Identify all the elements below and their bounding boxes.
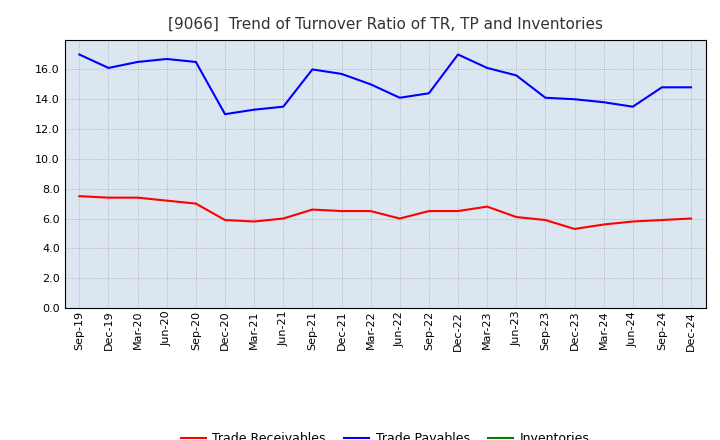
Trade Receivables <box>541 217 550 223</box>
Trade Payables <box>308 67 317 72</box>
Trade Payables <box>366 82 375 87</box>
Trade Receivables <box>454 209 462 214</box>
Trade Payables <box>629 104 637 109</box>
Trade Receivables <box>220 217 229 223</box>
Trade Receivables <box>250 219 258 224</box>
Trade Receivables <box>75 194 84 199</box>
Trade Receivables <box>104 195 113 200</box>
Trade Receivables <box>192 201 200 206</box>
Trade Payables <box>657 84 666 90</box>
Trade Receivables <box>163 198 171 203</box>
Line: Trade Receivables: Trade Receivables <box>79 196 691 229</box>
Trade Payables <box>541 95 550 100</box>
Trade Payables <box>454 52 462 57</box>
Title: [9066]  Trend of Turnover Ratio of TR, TP and Inventories: [9066] Trend of Turnover Ratio of TR, TP… <box>168 16 603 32</box>
Trade Receivables <box>629 219 637 224</box>
Trade Payables <box>570 97 579 102</box>
Trade Payables <box>395 95 404 100</box>
Trade Receivables <box>687 216 696 221</box>
Trade Payables <box>687 84 696 90</box>
Trade Payables <box>279 104 287 109</box>
Trade Payables <box>250 107 258 112</box>
Trade Receivables <box>512 214 521 220</box>
Trade Receivables <box>483 204 492 209</box>
Trade Payables <box>599 99 608 105</box>
Trade Payables <box>192 59 200 65</box>
Trade Receivables <box>279 216 287 221</box>
Trade Payables <box>104 65 113 70</box>
Trade Payables <box>75 52 84 57</box>
Trade Receivables <box>133 195 142 200</box>
Trade Payables <box>220 111 229 117</box>
Trade Receivables <box>366 209 375 214</box>
Trade Receivables <box>657 217 666 223</box>
Trade Payables <box>163 56 171 62</box>
Trade Receivables <box>395 216 404 221</box>
Trade Receivables <box>308 207 317 212</box>
Trade Payables <box>512 73 521 78</box>
Trade Payables <box>483 65 492 70</box>
Trade Receivables <box>337 209 346 214</box>
Legend: Trade Receivables, Trade Payables, Inventories: Trade Receivables, Trade Payables, Inven… <box>176 427 595 440</box>
Trade Receivables <box>570 226 579 231</box>
Trade Receivables <box>599 222 608 227</box>
Trade Payables <box>133 59 142 65</box>
Trade Receivables <box>425 209 433 214</box>
Trade Payables <box>425 91 433 96</box>
Line: Trade Payables: Trade Payables <box>79 55 691 114</box>
Trade Payables <box>337 71 346 77</box>
